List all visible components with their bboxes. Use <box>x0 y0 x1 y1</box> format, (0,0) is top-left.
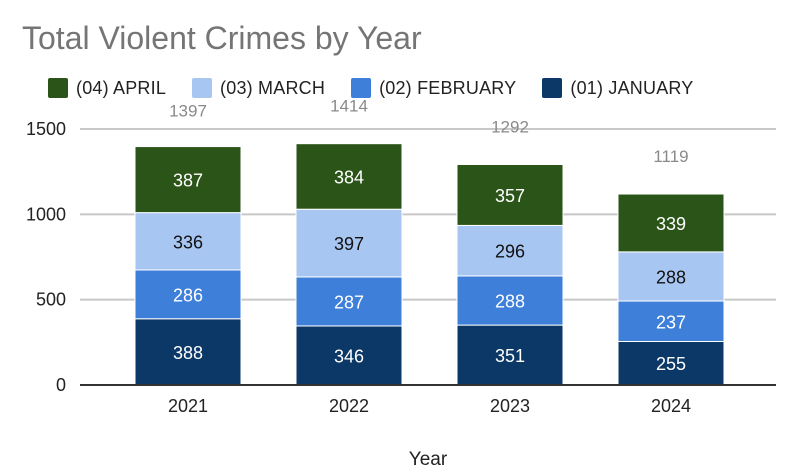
bar-segment-03-march-2024 <box>617 251 725 302</box>
data-label: 357 <box>495 186 525 206</box>
data-label: 288 <box>656 267 686 287</box>
bar-segment-04-april-2022 <box>295 143 403 210</box>
y-tick-label: 1500 <box>26 119 66 139</box>
bar-segment-04-april-2023 <box>456 163 564 226</box>
legend-swatch <box>48 78 68 98</box>
legend-label: (03) MARCH <box>220 77 326 98</box>
x-tick-label: 2021 <box>168 396 208 416</box>
data-label: 387 <box>173 171 203 191</box>
y-tick-label: 1000 <box>26 204 66 224</box>
data-label: 384 <box>334 167 364 187</box>
bar-segment-03-march-2021 <box>134 212 242 271</box>
x-tick-label: 2023 <box>490 396 530 416</box>
data-label: 255 <box>656 354 686 374</box>
data-label: 296 <box>495 242 525 262</box>
chart-title: Total Violent Crimes by Year <box>22 20 422 56</box>
total-label: 1397 <box>169 102 207 121</box>
data-label: 288 <box>495 292 525 312</box>
legend-label: (01) JANUARY <box>570 77 694 98</box>
x-tick-label: 2022 <box>329 396 369 416</box>
chart-legend: (04) APRIL (03) MARCH (02) FEBRUARY (01) JA… <box>48 76 719 100</box>
y-tick-label: 500 <box>36 290 66 310</box>
data-label: 351 <box>495 346 525 366</box>
legend-swatch <box>351 78 372 98</box>
data-label: 388 <box>173 343 203 363</box>
total-label: 1414 <box>330 97 368 116</box>
bar-segment-03-march-2023 <box>456 224 564 277</box>
data-label: 286 <box>173 285 203 305</box>
data-label: 339 <box>656 214 686 234</box>
total-label: 1292 <box>491 117 529 136</box>
legend-swatch <box>192 78 213 98</box>
legend-item-03-march: (03) MARCH <box>192 78 325 99</box>
bar-segment-03-march-2022 <box>295 208 403 278</box>
x-axis-title: Year <box>409 449 448 470</box>
bar-segment-01-january-2023 <box>456 324 564 386</box>
bar-segment-04-april-2021 <box>134 146 242 214</box>
legend-item-01-january: (01) JANUARY <box>542 78 693 99</box>
legend-label: (04) APRIL <box>76 77 167 98</box>
bar-segment-04-april-2024 <box>617 193 725 253</box>
bar-segment-02-february-2023 <box>456 275 564 326</box>
bar-segment-01-january-2024 <box>617 340 725 386</box>
y-tick-label: 0 <box>56 375 66 395</box>
legend-label: (02) FEBRUARY <box>379 77 517 98</box>
bar-segment-02-february-2024 <box>617 300 725 342</box>
data-label: 397 <box>334 234 364 254</box>
bar-segment-02-february-2021 <box>134 269 242 320</box>
data-label: 336 <box>173 232 203 252</box>
legend-item-02-february: (02) FEBRUARY <box>351 78 516 99</box>
x-tick-label: 2024 <box>651 396 691 416</box>
legend-item-04-april: (04) APRIL <box>48 78 166 99</box>
data-label: 287 <box>334 292 364 312</box>
total-label: 1119 <box>653 147 688 166</box>
data-label: 237 <box>656 312 686 332</box>
data-label: 346 <box>334 346 364 366</box>
legend-swatch <box>542 78 563 98</box>
bar-segment-01-january-2021 <box>134 318 242 386</box>
